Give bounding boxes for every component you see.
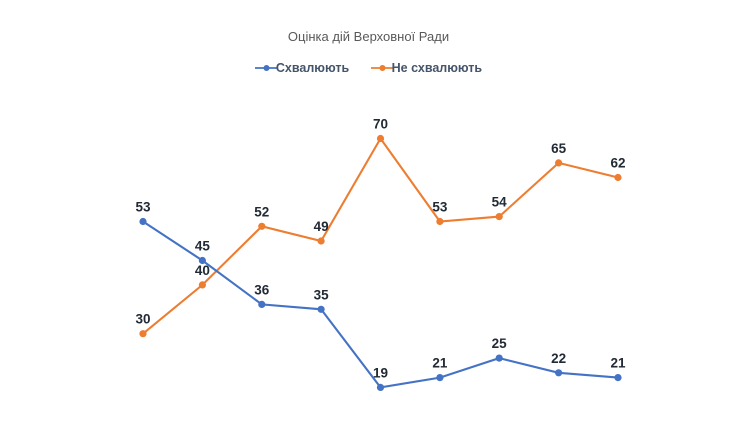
svg-text:35: 35: [314, 287, 330, 302]
svg-text:40: 40: [195, 263, 210, 278]
svg-text:52: 52: [254, 204, 269, 219]
svg-text:25: 25: [492, 336, 508, 351]
svg-text:53: 53: [135, 200, 151, 215]
svg-text:62: 62: [610, 156, 625, 171]
svg-text:21: 21: [610, 356, 626, 371]
svg-text:54: 54: [492, 195, 508, 210]
svg-text:65: 65: [551, 141, 567, 156]
svg-text:70: 70: [373, 117, 388, 132]
svg-text:30: 30: [135, 312, 150, 327]
svg-text:45: 45: [195, 239, 211, 254]
svg-text:36: 36: [254, 282, 270, 297]
svg-text:49: 49: [314, 219, 329, 234]
svg-text:21: 21: [432, 356, 448, 371]
svg-text:53: 53: [432, 200, 448, 215]
svg-text:19: 19: [373, 365, 388, 380]
svg-text:22: 22: [551, 351, 566, 366]
